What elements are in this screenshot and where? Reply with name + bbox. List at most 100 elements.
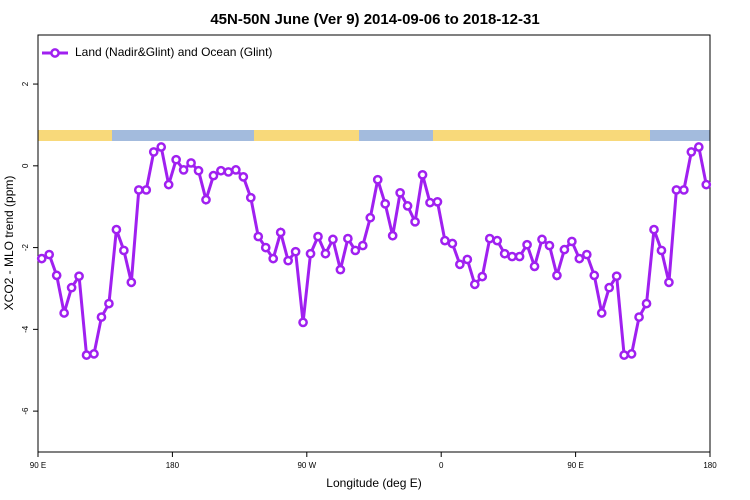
data-point xyxy=(313,231,323,242)
data-point xyxy=(260,242,271,253)
data-point xyxy=(193,165,204,176)
data-point xyxy=(320,248,331,259)
data-point xyxy=(693,142,704,152)
y-tick-label: -4 xyxy=(21,325,30,333)
data-point xyxy=(81,350,92,360)
data-point xyxy=(186,158,196,168)
data-point xyxy=(440,235,450,246)
data-point xyxy=(462,254,473,265)
data-point xyxy=(119,245,129,256)
data-point xyxy=(686,147,697,157)
x-tick-label: 180 xyxy=(166,461,180,470)
data-point xyxy=(432,196,443,207)
data-point xyxy=(238,172,249,182)
data-point xyxy=(387,230,398,241)
data-point xyxy=(477,271,488,282)
y-tick-label: 2 xyxy=(21,81,30,86)
data-point xyxy=(544,240,555,251)
data-point xyxy=(298,317,308,328)
data-point xyxy=(455,259,465,270)
data-point xyxy=(111,224,122,235)
series-line xyxy=(41,144,708,357)
x-tick-label: 180 xyxy=(703,461,717,470)
data-point xyxy=(567,236,577,247)
data-point xyxy=(372,174,383,185)
data-point xyxy=(96,312,107,322)
data-point xyxy=(581,249,592,260)
data-point xyxy=(51,270,62,281)
data-point xyxy=(268,253,279,264)
data-point xyxy=(335,264,346,275)
legend-label: Land (Nadir&Glint) and Ocean (Glint) xyxy=(75,45,272,59)
data-point xyxy=(559,244,570,255)
data-point xyxy=(126,277,137,288)
data-point xyxy=(589,270,600,281)
data-point xyxy=(447,238,458,249)
data-point xyxy=(44,249,55,260)
x-tick-label: 90 W xyxy=(297,461,316,470)
data-point xyxy=(365,212,376,223)
y-tick-label: -6 xyxy=(21,407,30,415)
data-point xyxy=(507,251,517,262)
data-point xyxy=(104,298,114,309)
chart-title: 45N-50N June (Ver 9) 2014-09-06 to 2018-… xyxy=(210,11,539,28)
data-point xyxy=(529,261,540,272)
data-point xyxy=(671,185,682,195)
data-point xyxy=(402,201,413,211)
data-point xyxy=(133,185,144,195)
land-mask-strip xyxy=(38,130,710,141)
data-point xyxy=(499,248,510,259)
data-point xyxy=(417,169,428,180)
data-point xyxy=(492,235,503,246)
data-point xyxy=(171,154,181,165)
data-point xyxy=(641,298,652,309)
data-point xyxy=(163,179,174,190)
x-axis-label: Longitude (deg E) xyxy=(326,476,421,490)
data-point xyxy=(656,245,667,256)
data-point xyxy=(619,350,629,360)
data-point xyxy=(522,239,532,250)
data-point xyxy=(537,234,547,245)
data-point xyxy=(514,251,525,262)
data-point xyxy=(36,253,47,264)
data-point xyxy=(283,255,293,266)
y-tick-label: 0 xyxy=(21,163,30,168)
data-point xyxy=(634,312,644,322)
data-point xyxy=(395,187,405,198)
x-tick-label: 90 E xyxy=(567,461,583,470)
data-point xyxy=(410,216,420,227)
data-point xyxy=(357,240,368,251)
data-point xyxy=(350,245,361,256)
data-point xyxy=(552,270,562,281)
y-axis-label: XCO2 - MLO trend (ppm) xyxy=(2,176,16,311)
data-point xyxy=(59,308,69,318)
data-point xyxy=(305,248,316,259)
y-tick-label: -2 xyxy=(21,243,30,251)
data-point xyxy=(328,234,338,245)
data-point xyxy=(679,185,689,195)
data-point xyxy=(231,165,241,175)
data-point xyxy=(290,246,301,257)
data-point xyxy=(216,165,226,176)
data-point xyxy=(253,231,264,242)
data-point xyxy=(156,142,167,152)
data-point xyxy=(208,170,219,181)
data-point xyxy=(148,147,159,157)
data-point xyxy=(484,233,495,244)
plot-frame xyxy=(37,34,711,453)
data-point xyxy=(275,227,286,238)
data-point xyxy=(89,349,99,359)
data-point xyxy=(596,308,607,318)
data-point xyxy=(380,198,391,209)
x-tick-label: 0 xyxy=(439,461,444,470)
data-point xyxy=(649,224,659,235)
data-point xyxy=(701,179,712,190)
data-point xyxy=(469,279,480,290)
data-point xyxy=(245,192,256,203)
data-point xyxy=(66,282,77,293)
data-point xyxy=(343,233,353,244)
data-point xyxy=(178,165,189,175)
data-point xyxy=(626,349,637,359)
data-point xyxy=(223,167,234,177)
